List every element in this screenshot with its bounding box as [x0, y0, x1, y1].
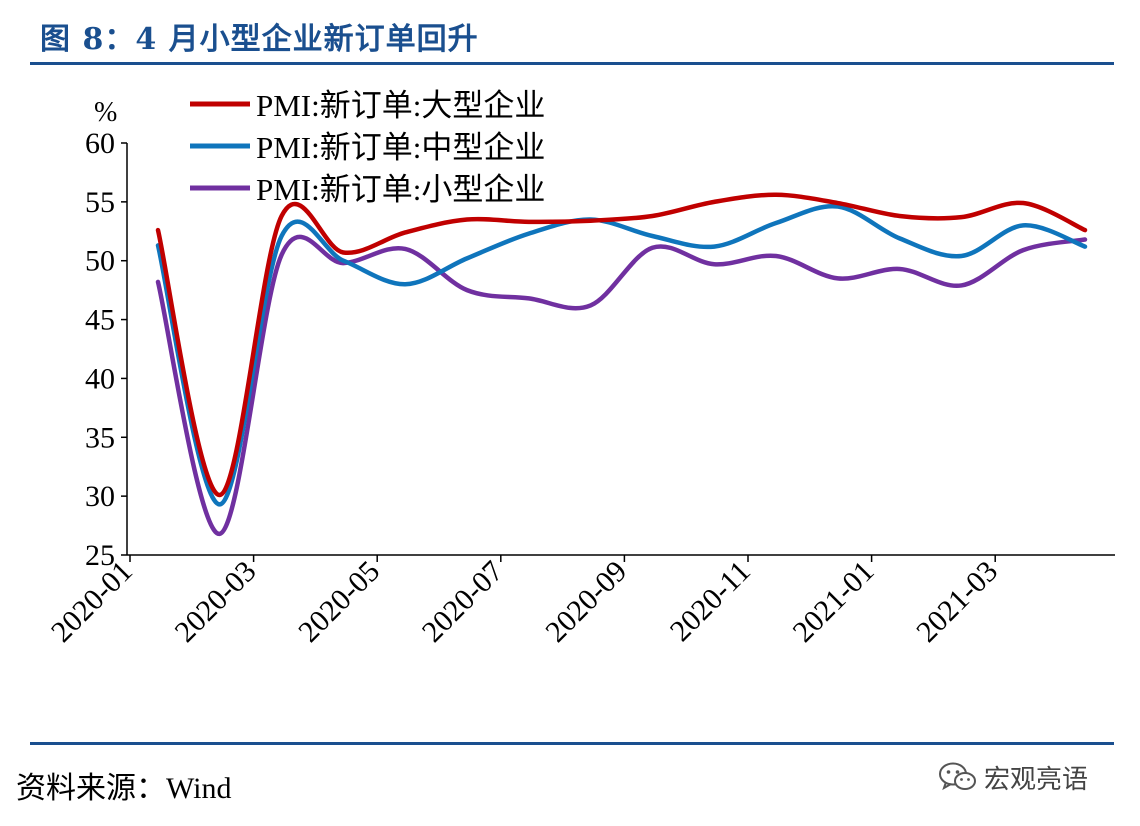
y-tick-label: 45 [85, 304, 115, 337]
chart-title: 图 8：4 月小型企业新订单回升 [40, 22, 479, 57]
wechat-icon [939, 762, 976, 791]
y-tick-label: 30 [85, 480, 115, 513]
y-tick-label: 40 [85, 362, 115, 395]
x-tick-label: 2021-03 [910, 555, 1004, 649]
x-tick-label: 2020-05 [292, 555, 386, 649]
y-tick-label: 50 [85, 245, 115, 278]
x-tick-label: 2020-03 [169, 555, 263, 649]
y-tick-label: 35 [85, 421, 115, 454]
source-note: 资料来源：Wind [16, 772, 232, 805]
x-tick-label: 2020-09 [539, 555, 633, 649]
y-tick-label: 25 [85, 539, 115, 572]
watermark: 宏观亮语 [938, 760, 1089, 795]
x-tick-label: 2020-07 [416, 555, 510, 649]
watermark-text: 宏观亮语 [984, 764, 1089, 795]
y-tick-label: 55 [85, 186, 115, 219]
series-small-enterprise-line [155, 234, 1088, 537]
top-rule [30, 62, 1114, 65]
legend-small-enterprise-label: PMI:新订单:小型企业 [256, 172, 545, 207]
x-tick-label: 2020-11 [664, 555, 757, 648]
y-axis-unit: % [94, 97, 117, 128]
series-medium-enterprise-line [155, 203, 1088, 507]
legend-medium-enterprise-label: PMI:新订单:中型企业 [256, 130, 545, 165]
series-large-enterprise-line [155, 192, 1088, 498]
y-tick-label: 60 [85, 127, 115, 160]
bottom-rule [30, 742, 1114, 745]
x-tick-label: 2021-01 [787, 555, 881, 649]
legend-large-enterprise-label: PMI:新订单:大型企业 [256, 88, 545, 123]
